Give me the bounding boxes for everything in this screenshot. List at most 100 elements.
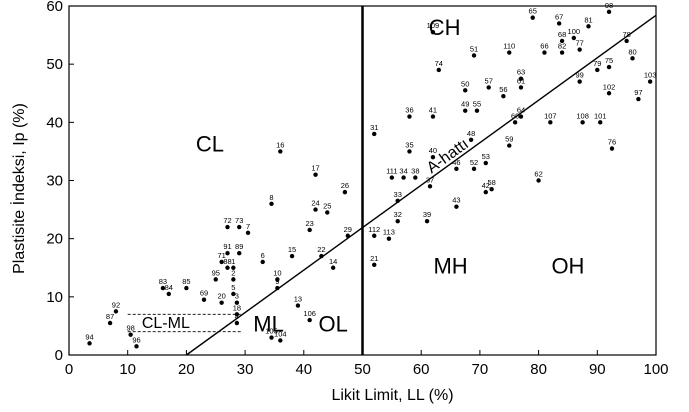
data-point-label: 35: [405, 140, 413, 149]
data-point: [275, 285, 280, 291]
data-point: [166, 291, 171, 297]
zone-label-ch: CH: [429, 15, 461, 40]
data-point-label: 98: [605, 1, 613, 10]
data-point: [330, 265, 336, 270]
data-point-label: 95: [212, 268, 220, 277]
data-point: [636, 96, 641, 102]
y-tick-label: 50: [46, 56, 63, 73]
data-point-label: 91: [223, 242, 231, 251]
data-point-label: 9: [275, 277, 279, 286]
data-point: [313, 207, 318, 212]
data-point-label: 4: [235, 312, 239, 321]
data-point-label: 32: [394, 210, 402, 219]
data-point-label: 102: [603, 82, 616, 91]
data-point: [278, 149, 283, 154]
data-point-label: 58: [487, 178, 495, 187]
data-point: [559, 38, 565, 44]
data-point-label: 85: [182, 277, 190, 286]
data-point-label: 26: [341, 181, 349, 190]
data-point-label: 56: [499, 85, 507, 94]
data-point-label: 1: [231, 257, 235, 266]
data-point: [463, 88, 468, 93]
data-point: [395, 219, 400, 224]
data-point-label: 62: [534, 170, 542, 179]
data-point-label: 8: [269, 193, 273, 202]
data-point: [586, 24, 591, 29]
data-point: [407, 149, 412, 154]
data-point-label: 48: [467, 129, 475, 138]
x-axis-title: Likit Limit, LL (%): [331, 387, 453, 404]
data-point: [454, 166, 459, 172]
data-point: [407, 114, 412, 119]
data-point: [430, 155, 436, 160]
reference-lines: A-hattı: [127, 6, 657, 356]
data-point: [580, 120, 585, 125]
data-point-label: 68: [558, 30, 566, 39]
data-point: [234, 312, 240, 317]
x-tick-label: 50: [354, 361, 371, 378]
data-point: [231, 291, 236, 297]
data-point: [87, 341, 92, 346]
data-point: [289, 253, 295, 259]
data-point: [386, 236, 392, 241]
zone-label-ol: OL: [318, 312, 347, 337]
data-point-label: 79: [593, 59, 601, 68]
data-point-label: 6: [261, 251, 265, 260]
data-point: [598, 120, 603, 125]
data-point: [184, 285, 189, 291]
data-point-label: 22: [317, 245, 325, 254]
data-point-label: 110: [503, 42, 515, 51]
data-point-label: 65: [529, 7, 537, 16]
data-point: [307, 227, 312, 233]
data-point-label: 71: [217, 251, 225, 260]
y-tick-label: 0: [55, 347, 63, 364]
data-point-label: 40: [429, 146, 437, 155]
data-point-label: 76: [608, 138, 616, 147]
data-point-label: 92: [112, 300, 120, 309]
data-point: [237, 251, 242, 256]
data-point-label: 94: [85, 332, 93, 341]
data-point-label: 52: [470, 158, 478, 167]
data-point-label: 89: [235, 242, 243, 251]
data-point-label: 69: [200, 289, 208, 298]
x-tick-label: 30: [237, 361, 254, 378]
data-point: [430, 114, 436, 119]
y-tick-label: 10: [46, 289, 63, 306]
data-point: [325, 210, 330, 215]
data-point-label: 31: [370, 123, 378, 132]
data-point-label: 53: [482, 152, 490, 161]
x-tick-label: 40: [295, 361, 312, 378]
data-point-label: 34: [399, 167, 407, 176]
data-point-label: 98: [126, 324, 134, 333]
data-point: [486, 85, 491, 90]
data-point: [518, 76, 524, 81]
data-point: [275, 277, 280, 282]
data-point: [609, 146, 615, 151]
data-point: [571, 35, 577, 41]
data-point: [128, 332, 133, 337]
data-point: [483, 160, 488, 166]
data-point: [107, 320, 113, 326]
data-point: [471, 53, 477, 58]
data-point-label: 107: [544, 111, 557, 120]
data-point: [630, 56, 635, 61]
data-point: [647, 79, 653, 84]
data-point: [483, 189, 488, 195]
data-point: [201, 297, 207, 302]
data-point-label: 72: [223, 216, 231, 225]
data-point-label: 50: [461, 79, 469, 88]
zone-label-cl-ml: CL-ML: [142, 315, 190, 332]
data-point-label: 3: [235, 292, 239, 301]
data-point: [542, 50, 547, 55]
data-point: [606, 64, 612, 70]
data-point: [489, 187, 494, 192]
data-point-label: 108: [576, 111, 589, 120]
data-point: [559, 50, 565, 55]
y-tick-label: 20: [46, 231, 63, 248]
data-point-label: 43: [452, 196, 460, 205]
data-point: [474, 108, 480, 113]
data-point-label: 20: [217, 292, 225, 301]
data-point: [530, 15, 535, 20]
data-point: [225, 224, 230, 230]
